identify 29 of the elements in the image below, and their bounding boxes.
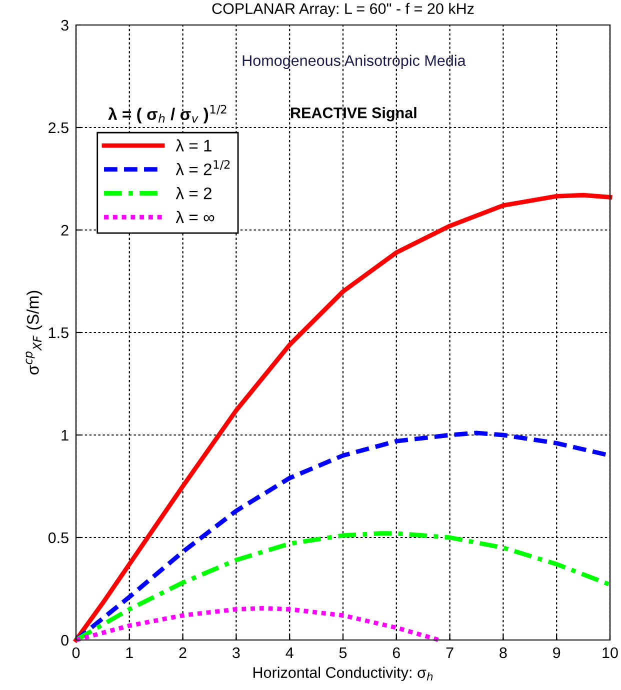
annotation: REACTIVE Signal <box>291 107 416 122</box>
chart-title: COPLANAR Array: L = 60" - f = 20 kHz <box>212 2 474 18</box>
annotation: Homogeneous Anisotropic Media <box>242 54 466 70</box>
x-tick-label: 3 <box>232 647 240 658</box>
legend-label: λ = ∞ <box>176 210 214 223</box>
y-tick-label: 1 <box>62 430 68 441</box>
x-tick-label: 9 <box>553 647 560 658</box>
y-tick-label: 2 <box>61 224 68 236</box>
y-tick-label: 1.5 <box>48 328 68 338</box>
x-tick-label: 5 <box>339 648 347 658</box>
y-tick-label: 0 <box>61 634 68 646</box>
x-tick-label: 10 <box>602 647 618 658</box>
x-tick-label: 2 <box>179 647 186 658</box>
x-tick-label: 6 <box>392 647 400 658</box>
y-axis-title: σ$^{cp}$$_{XF}$ (S/m) <box>26 290 42 375</box>
y-tick-label: 3 <box>61 20 68 31</box>
x-tick-label: 8 <box>500 647 507 658</box>
legend-label: λ = 2$^{1/2}$ <box>176 160 230 176</box>
x-tick-label: 0 <box>72 647 80 658</box>
x-axis-title: Horizontal Conductivity: σ$_{h}$ <box>254 666 433 681</box>
x-tick-label: 7 <box>446 648 454 658</box>
y-tick-label: 2.5 <box>48 122 68 134</box>
legend-label: λ = 1 <box>176 139 212 152</box>
legend-title: λ = ( σ$_{h}$ / σ$_{v}$ )$^{1/2}$ <box>108 104 226 124</box>
line-series <box>74 606 442 642</box>
x-tick-label: 1 <box>126 648 133 658</box>
x-tick-label: 4 <box>286 648 294 658</box>
y-tick-label: 0.5 <box>48 532 68 544</box>
legend-label: λ = 2 <box>176 187 212 200</box>
